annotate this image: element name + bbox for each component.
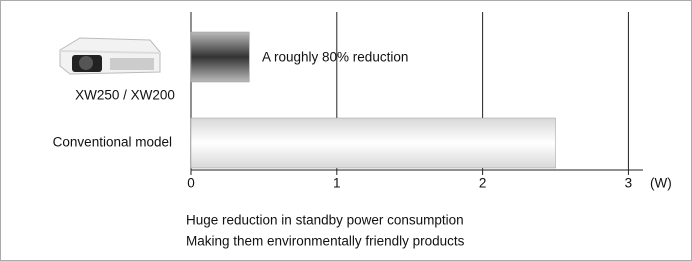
note: Huge reduction in standby power consumpt…	[186, 213, 464, 228]
y-tick-label: XW250 / XW200	[75, 88, 175, 103]
annotation: A roughly 80% reduction	[262, 50, 408, 65]
x-tick-label: 0	[187, 176, 195, 191]
x-tick-label: 2	[479, 176, 487, 191]
note: Making them environmentally friendly pro…	[186, 234, 465, 249]
x-axis-label: (W)	[650, 176, 672, 191]
x-tick-label: 3	[625, 176, 633, 191]
bar	[191, 32, 249, 82]
x-tick-label: 1	[333, 176, 341, 191]
chart: A roughly 80% reduction Huge reduction i…	[0, 0, 692, 261]
bar	[191, 118, 556, 168]
projector-image	[60, 38, 160, 74]
y-tick-label: Conventional model	[53, 135, 172, 150]
